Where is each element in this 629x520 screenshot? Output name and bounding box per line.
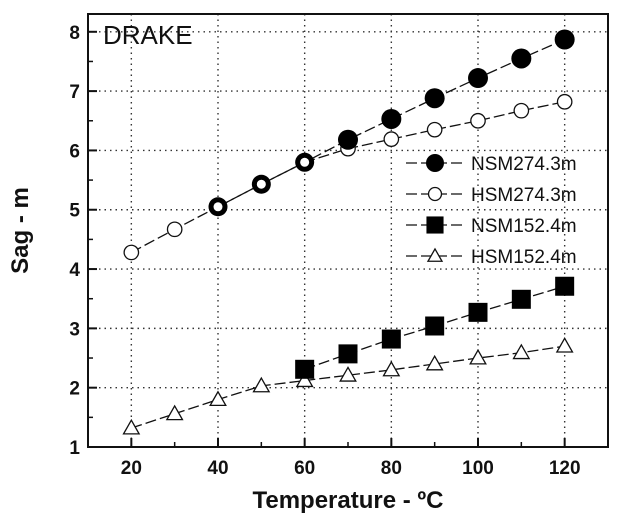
data-point-NSM152.4m — [511, 289, 531, 309]
data-point-HSM274.3m — [470, 112, 486, 129]
data-point-hole — [256, 179, 266, 189]
x-tick-label: 40 — [207, 458, 228, 479]
data-point-NSM274.3m — [381, 108, 402, 129]
data-point-NSM274.3m — [511, 48, 532, 69]
legend-label: NSM152.4m — [471, 216, 577, 237]
tick-layer: 20 40 60 80 100 120 1 2 3 4 5 6 7 8 — [69, 23, 609, 479]
data-point-HSM152.4m — [165, 404, 184, 421]
y-tick-label: 4 — [69, 260, 80, 281]
data-point-HSM152.4m — [252, 376, 271, 393]
chart-annotation: DRAKE — [103, 20, 193, 50]
data-point-hole — [213, 202, 223, 212]
data-point-NSM152.4m — [468, 302, 488, 322]
y-tick-label: 7 — [69, 82, 80, 103]
series-layer — [122, 29, 575, 435]
data-point-HSM274.3m — [166, 221, 183, 238]
x-tick-label: 20 — [121, 458, 142, 479]
data-point-NSM274.3m — [424, 88, 445, 109]
legend-marker-NSM274.3m — [426, 154, 444, 172]
y-tick-label: 5 — [69, 201, 80, 222]
data-point-HSM152.4m — [512, 343, 531, 360]
x-tick-label: 60 — [294, 458, 315, 479]
series-HSM152.4m — [131, 345, 565, 429]
data-point-NSM152.4m — [338, 344, 358, 364]
y-tick-label: 6 — [69, 141, 80, 162]
data-point-hole — [300, 157, 310, 167]
series-line-HSM152.4m — [131, 345, 565, 429]
x-tick-label: 100 — [462, 458, 494, 479]
data-point-HSM152.4m — [469, 348, 487, 365]
data-point-NSM274.3m — [468, 68, 488, 89]
data-point-HSM152.4m — [339, 366, 357, 382]
x-tick-label: 80 — [381, 458, 402, 479]
data-point-NSM152.4m — [425, 316, 445, 336]
y-tick-label: 1 — [69, 438, 80, 459]
y-tick-label: 3 — [69, 319, 80, 340]
x-tick-label: 120 — [549, 458, 581, 479]
data-point-NSM152.4m — [381, 329, 401, 349]
y-tick-label: 8 — [69, 23, 80, 44]
series-line-NSM274.3m — [217, 38, 565, 208]
legend-label: HSM152.4m — [471, 247, 577, 268]
data-point-HSM152.4m — [209, 390, 227, 407]
data-point-HSM152.4m — [122, 418, 141, 435]
data-point-HSM152.4m — [295, 371, 314, 388]
data-point-HSM274.3m — [383, 131, 400, 148]
legend: NSM274.3m HSM274.3m NSM152.4m HSM152.4m — [406, 154, 577, 268]
data-point-HSM152.4m — [382, 360, 401, 377]
data-point-NSM152.4m — [295, 359, 315, 379]
data-point-NSM274.3m — [338, 129, 358, 150]
data-point-NSM152.4m — [555, 276, 575, 296]
legend-label: NSM274.3m — [471, 154, 577, 175]
series-NSM274.3m — [217, 38, 565, 208]
legend-marker-NSM152.4m — [426, 216, 444, 234]
legend-marker-HSM152.4m — [426, 247, 444, 262]
legend-marker-HSM274.3m — [427, 186, 443, 202]
x-axis-title: Temperature - ºC — [252, 487, 443, 514]
data-point-HSM152.4m — [425, 354, 444, 371]
y-axis-title: Sag - m — [7, 187, 34, 274]
data-point-HSM274.3m — [426, 121, 443, 138]
data-point-HSM274.3m — [513, 102, 530, 119]
data-point-HSM274.3m — [556, 93, 573, 110]
data-point-HSM152.4m — [555, 337, 574, 353]
y-tick-label: 2 — [69, 379, 80, 400]
data-point-NSM274.3m — [554, 29, 575, 50]
legend-label: HSM274.3m — [471, 185, 577, 206]
data-point-HSM274.3m — [123, 244, 140, 261]
